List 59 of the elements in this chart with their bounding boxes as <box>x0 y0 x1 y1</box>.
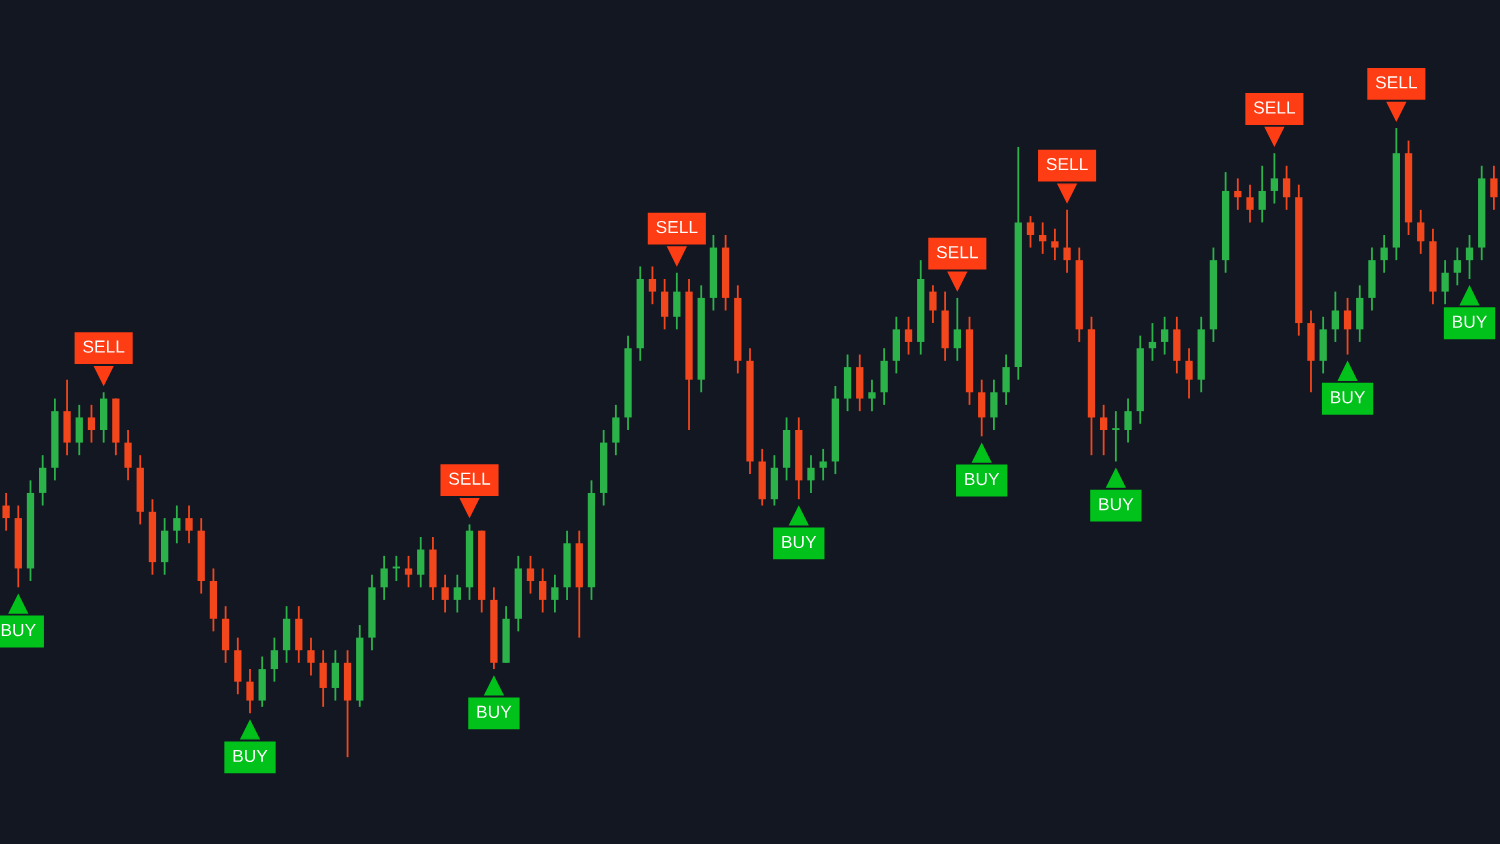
annotation: SELL <box>83 340 125 353</box>
candlestick <box>185 504 193 545</box>
candlestick <box>1246 183 1254 224</box>
candlestick <box>868 378 876 413</box>
candlestick <box>1270 152 1279 205</box>
candlestick <box>929 284 937 324</box>
candlestick <box>380 554 388 601</box>
candlestick <box>1063 208 1071 274</box>
candlestick <box>1258 164 1266 224</box>
candlestick <box>1441 259 1449 306</box>
candlestick <box>404 554 413 589</box>
candlestick <box>307 636 315 677</box>
candlestick <box>1331 290 1340 343</box>
candlestick <box>1380 234 1388 274</box>
candlestick <box>270 636 279 683</box>
candlestick <box>2 492 10 532</box>
candlestick <box>1282 164 1291 211</box>
candlestick <box>648 265 657 306</box>
annotation: BUY <box>1099 498 1134 511</box>
annotation: SELL <box>1046 157 1088 171</box>
candlestick <box>539 567 547 614</box>
candlestick <box>1039 221 1047 255</box>
candlestick <box>819 447 827 482</box>
annotation: SELL <box>449 472 491 485</box>
candlestick <box>1343 296 1352 356</box>
candlestick <box>441 573 449 614</box>
candlestick <box>953 296 961 362</box>
candlestick <box>1465 234 1474 280</box>
candlestick <box>904 315 913 356</box>
candlestick <box>453 573 461 614</box>
annotation: BUY <box>1453 315 1487 328</box>
candlestick <box>1124 397 1132 444</box>
annotation: BUY <box>233 749 268 762</box>
candlestick <box>526 554 535 595</box>
annotation: BUY <box>782 535 817 549</box>
candlestick <box>1417 208 1425 255</box>
candlestick <box>1112 410 1120 463</box>
candlestick <box>1026 215 1035 249</box>
candlestick <box>1051 227 1059 262</box>
annotation: SELL <box>1375 76 1417 89</box>
annotation: BUY <box>1331 391 1366 404</box>
annotation: SELL <box>656 220 698 234</box>
candlestick <box>246 668 254 715</box>
candlestick <box>807 454 815 494</box>
candlestick <box>1453 246 1461 287</box>
candlestick <box>1100 403 1108 457</box>
annotation: BUY <box>477 705 512 718</box>
candlestick <box>1148 322 1157 362</box>
candlestick <box>173 504 181 545</box>
annotation: SELL <box>936 246 978 259</box>
annotation: BUY <box>1 624 36 637</box>
candlestick <box>551 573 559 614</box>
candlestick <box>1160 315 1169 356</box>
candlestick <box>1185 347 1193 400</box>
annotation: BUY <box>965 473 1000 486</box>
candlestick <box>1490 164 1498 211</box>
candlestick <box>87 403 96 444</box>
candlestick <box>1234 177 1242 211</box>
annotation: SELL <box>1253 101 1296 114</box>
